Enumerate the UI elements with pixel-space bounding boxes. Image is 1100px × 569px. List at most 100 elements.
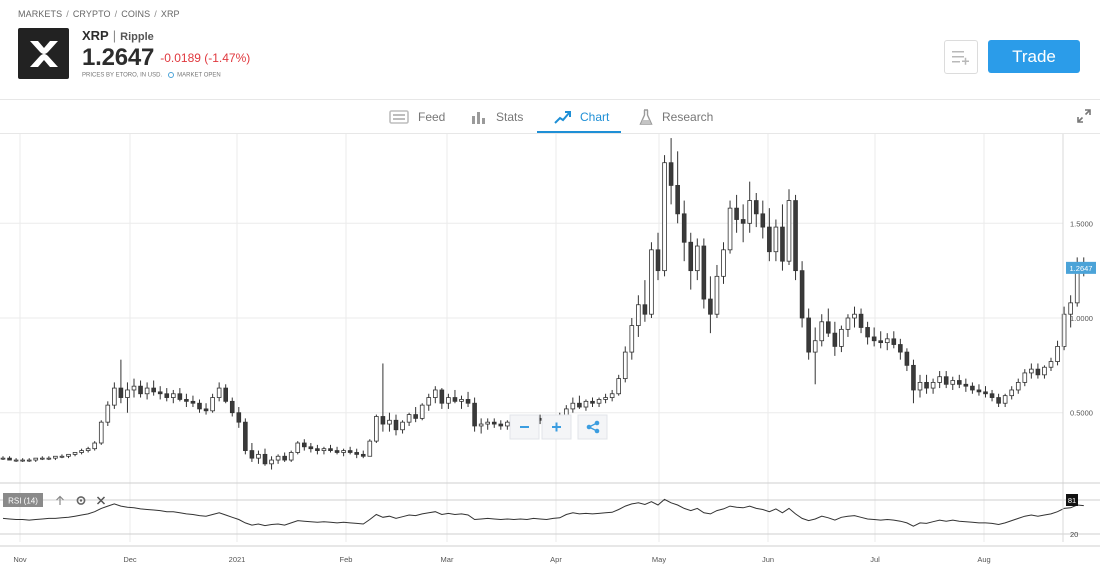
- candle: [1029, 363, 1034, 379]
- candle: [236, 407, 242, 428]
- candle: [904, 348, 910, 372]
- candle: [884, 333, 890, 351]
- candle: [105, 401, 111, 426]
- clock-icon: [168, 72, 175, 78]
- candle: [649, 242, 654, 318]
- candle: [275, 454, 281, 464]
- candle: [747, 181, 752, 233]
- candle: [616, 374, 621, 396]
- share-chart-button[interactable]: [577, 414, 608, 440]
- candle: [701, 238, 707, 309]
- rsi-line: [2, 498, 1084, 527]
- candle: [400, 420, 405, 434]
- candle: [911, 359, 916, 404]
- candle: [374, 414, 379, 444]
- candle: [125, 382, 130, 413]
- expand-icon: [1077, 109, 1091, 123]
- trade-button[interactable]: Trade: [988, 40, 1080, 73]
- breadcrumb-coins[interactable]: COINS: [121, 9, 151, 19]
- candle: [590, 397, 595, 408]
- candle: [360, 450, 366, 459]
- candle: [983, 386, 988, 398]
- candle: [432, 386, 438, 404]
- candle: [609, 389, 615, 402]
- xrp-logo-icon: [29, 40, 58, 67]
- candle: [164, 388, 170, 402]
- candle: [714, 264, 720, 318]
- candle: [197, 399, 202, 413]
- candle: [491, 418, 497, 428]
- tab-stats-label: Stats: [496, 110, 524, 124]
- breadcrumb-crypto[interactable]: CRYPTO: [72, 9, 111, 19]
- tab-chart[interactable]: Chart: [554, 100, 609, 134]
- candle: [760, 200, 766, 239]
- candle: [865, 321, 870, 345]
- candle: [681, 200, 687, 262]
- candle: [367, 439, 373, 457]
- candle: [112, 382, 117, 409]
- instrument-title: XRP | Ripple: [82, 28, 154, 43]
- chart-axes: 1.5000 1.0000 0.5000 1.2647 Nov Dec 2021 Feb Mar…: [0, 134, 1100, 564]
- x-tick-label: Apr: [550, 555, 562, 564]
- candle: [26, 458, 32, 462]
- candle: [426, 393, 432, 411]
- price-chart[interactable]: 81 20 1.5000 1.0000 0.5000 1.2647 Nov Dec 2021 F…: [0, 134, 1100, 569]
- candle: [387, 412, 392, 432]
- candle: [976, 384, 982, 396]
- price-meta: PRICES BY ETORO, IN USD. MARKET OPEN: [82, 72, 221, 79]
- rsi-label-box: [3, 493, 43, 507]
- candle: [288, 450, 294, 462]
- candle: [898, 338, 903, 360]
- candle: [243, 418, 248, 455]
- add-to-watchlist-button[interactable]: [944, 40, 978, 74]
- candle: [1002, 393, 1008, 408]
- candle: [13, 458, 19, 462]
- candle: [505, 420, 510, 430]
- header-divider: [0, 99, 1100, 100]
- rsi-value-marker: [1066, 494, 1078, 506]
- rsi-level-label: 81: [1068, 496, 1076, 505]
- candle: [72, 452, 78, 457]
- candle: [216, 382, 222, 402]
- candle: [924, 374, 929, 394]
- tab-research[interactable]: Research: [639, 100, 713, 134]
- candle: [66, 453, 71, 459]
- candle: [138, 380, 143, 398]
- candle: [943, 371, 949, 389]
- candle: [439, 388, 445, 409]
- tab-stats[interactable]: Stats: [471, 100, 523, 134]
- candle: [1015, 378, 1021, 394]
- candle: [315, 444, 320, 455]
- rsi-move-up-icon[interactable]: [56, 495, 64, 506]
- watchlist-add-icon: [952, 51, 969, 65]
- rsi-close-icon[interactable]: [96, 496, 106, 505]
- candle: [393, 414, 399, 436]
- zoom-out-button[interactable]: [509, 414, 540, 440]
- tab-feed[interactable]: Feed: [389, 100, 445, 134]
- x-tick-label: Aug: [977, 555, 990, 564]
- breadcrumb-markets[interactable]: MARKETS: [18, 9, 63, 19]
- x-tick-label: Jul: [870, 555, 880, 564]
- breadcrumb: MARKETS / CRYPTO / COINS / XRP: [18, 9, 180, 19]
- zoom-in-button[interactable]: [541, 414, 572, 440]
- candle: [59, 454, 65, 459]
- candle: [308, 443, 314, 453]
- candle: [780, 204, 785, 271]
- fullscreen-button[interactable]: [1076, 108, 1092, 124]
- candlestick-series: [0, 138, 1087, 470]
- candle: [767, 208, 772, 262]
- candle: [229, 397, 235, 417]
- candle: [40, 456, 45, 461]
- candle: [295, 441, 301, 455]
- candle: [92, 441, 98, 451]
- x-tick-label: 2021: [229, 555, 246, 564]
- candle: [930, 378, 936, 394]
- x-tick-label: May: [652, 555, 666, 564]
- candle: [85, 446, 91, 453]
- research-icon: [639, 108, 653, 125]
- candle: [740, 204, 746, 243]
- candle: [131, 378, 137, 398]
- rsi-settings-icon[interactable]: [76, 496, 86, 505]
- candle: [957, 374, 962, 389]
- market-status: MARKET OPEN: [177, 72, 221, 79]
